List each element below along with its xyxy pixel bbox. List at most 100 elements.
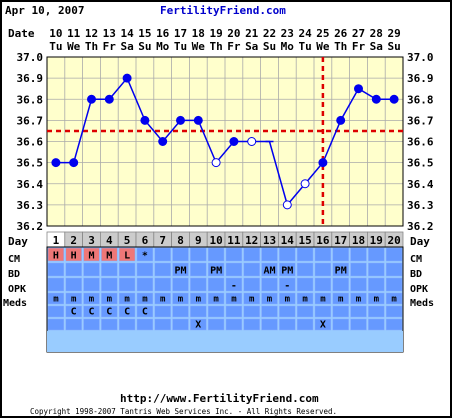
weekday-tick: Fr [103,40,117,53]
meds2-cell [47,305,65,318]
bd-cell [190,262,207,277]
y-tick-left: 36.6 [17,136,44,149]
meds3-cell [207,318,225,331]
meds-label-right: Meds [410,298,434,309]
date-tick: 21 [245,27,259,40]
weekday-tick: We [67,40,81,53]
meds3-cell [225,318,243,331]
date-tick: 20 [227,27,240,40]
meds2-value: C [88,307,94,318]
y-tick-right: 36.7 [407,114,434,127]
opk-cell [118,277,136,292]
day-label-left: Day [8,235,28,248]
temperature-point [87,94,96,104]
meds-cell [154,292,171,305]
date-tick: 16 [156,27,170,40]
meds2-cell [225,305,243,318]
meds-value: m [213,295,219,305]
weekday-tick: Mo [156,40,170,53]
meds2-cell [118,305,136,318]
temperature-point [69,158,79,168]
meds-value: m [391,295,397,305]
meds-value: m [356,295,362,305]
meds-value: m [89,295,95,305]
cm-cell [385,247,403,262]
temperature-point [122,73,132,83]
cycle-day-label: 19 [370,234,383,247]
weekday-tick: Tu [298,40,311,53]
date-tick: 25 [316,27,329,40]
cycle-day-label: 18 [352,234,365,247]
temperature-point [104,94,114,104]
meds3-cell [368,318,385,331]
opk-cell [136,277,154,292]
date-tick: 29 [387,27,400,40]
meds-value: m [142,295,148,305]
cycle-day-label: 8 [177,234,184,247]
meds-cell [279,292,296,305]
opk-cell [154,277,171,292]
cm-cell [190,247,207,262]
cycle-day-label: 12 [245,234,258,247]
bd-label-left: BD [8,269,20,280]
meds2-cell [279,305,296,318]
y-tick-left: 36.3 [17,199,44,212]
cm-cell [261,247,278,262]
meds3-cell [65,318,82,331]
weekday-tick: Fr [227,40,241,53]
opk-value: - [231,281,237,292]
cycle-day-label: 4 [106,234,113,247]
meds3-cell [332,318,349,331]
opk-cell [190,277,207,292]
opk-cell [296,277,314,292]
opk-cell [207,277,225,292]
meds2-cell [83,305,100,318]
meds3-cell [261,318,278,331]
meds2-value: C [106,307,112,318]
cm-value: L [124,251,130,262]
weekday-tick: Sa [120,40,133,53]
meds2-cell [332,305,349,318]
meds-cell [47,292,65,305]
date-tick: 14 [120,27,134,40]
meds2-cell [136,305,154,318]
meds-value: m [71,295,77,305]
meds-value: m [231,295,237,305]
opk-cell [225,277,243,292]
meds-value: m [53,295,59,305]
date-tick: 13 [103,27,116,40]
y-tick-left: 36.9 [17,72,44,85]
cycle-day-label: 9 [195,234,202,247]
meds-cell [332,292,349,305]
meds-cell [314,292,332,305]
bd-cell [172,262,189,277]
meds-cell [83,292,100,305]
meds-value: m [302,295,308,305]
y-tick-right: 36.5 [407,157,434,170]
temperature-point [282,200,292,210]
bd-value: PM [281,266,293,277]
y-tick-right: 36.2 [407,220,434,233]
bd-cell [314,262,332,277]
temperature-point [354,84,363,94]
bd-value: PM [335,266,347,277]
y-tick-left: 37.0 [17,51,44,64]
meds-cell [118,292,136,305]
opk-cell [172,277,189,292]
cm-value: M [106,251,112,262]
y-tick-left: 36.2 [17,220,44,233]
meds3-cell [279,318,296,331]
cycle-day-label: 5 [124,234,131,247]
temperature-point [318,158,328,168]
meds3-cell [350,318,367,331]
weekday-tick: Th [85,40,98,53]
meds-cell [101,292,118,305]
date-tick: 22 [263,27,276,40]
temperature-line [55,76,395,207]
bd-cell [243,262,260,277]
meds-cell [172,292,189,305]
bd-cell [225,262,243,277]
meds-value: m [124,295,130,305]
cycle-day-label: 1 [53,234,60,247]
meds-value: m [374,295,380,305]
